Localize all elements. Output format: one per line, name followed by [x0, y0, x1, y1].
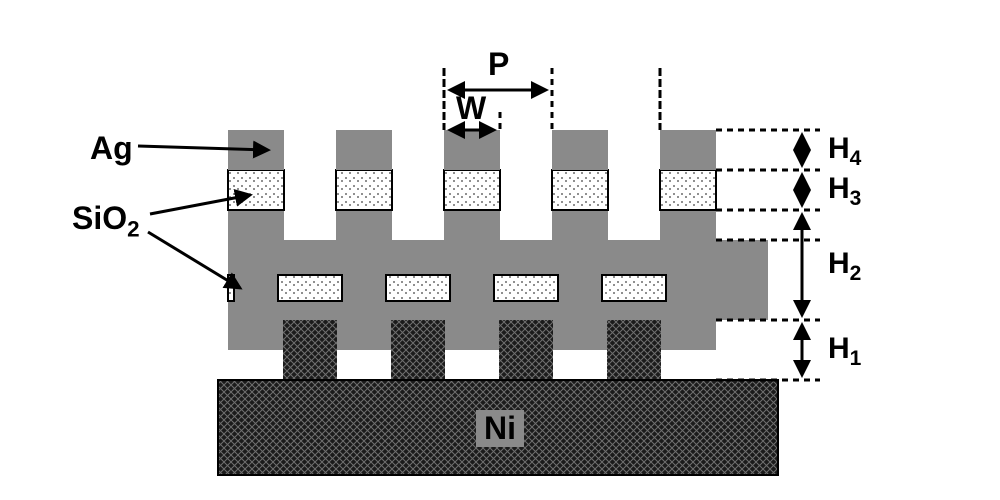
- label-H1: H1: [828, 332, 861, 371]
- ni-pillar: [283, 320, 337, 386]
- ni-pillar: [607, 320, 661, 386]
- ag-post: [228, 210, 284, 240]
- ag-cap: [444, 130, 500, 170]
- sio2-lower: [278, 275, 342, 301]
- sio2-lower: [386, 275, 450, 301]
- sio2-upper: [336, 170, 392, 210]
- sio2-upper: [552, 170, 608, 210]
- sio2-upper: [444, 170, 500, 210]
- ni-pillar: [391, 320, 445, 386]
- sio2-upper: [660, 170, 716, 210]
- label-H3: H3: [828, 172, 861, 211]
- label-W: W: [456, 90, 486, 127]
- ag-post: [444, 210, 500, 240]
- sio2-lower: [602, 275, 666, 301]
- ag-post: [660, 210, 716, 240]
- arrow-sio2-lower: [148, 232, 240, 288]
- label-ag: Ag: [90, 130, 133, 167]
- ag-cap: [660, 130, 716, 170]
- sio2-lower: [228, 275, 234, 301]
- label-H2: H2: [828, 247, 861, 286]
- label-P: P: [488, 46, 509, 83]
- sio2-lower: [494, 275, 558, 301]
- ag-cap: [336, 130, 392, 170]
- label-H4: H4: [828, 132, 861, 171]
- ag-cap: [552, 130, 608, 170]
- ni-pillar: [499, 320, 553, 386]
- ag-post: [552, 210, 608, 240]
- sio2-upper: [228, 170, 284, 210]
- ag-post: [336, 210, 392, 240]
- label-sio2: SiO2: [72, 200, 140, 242]
- label-ni: Ni: [476, 410, 524, 447]
